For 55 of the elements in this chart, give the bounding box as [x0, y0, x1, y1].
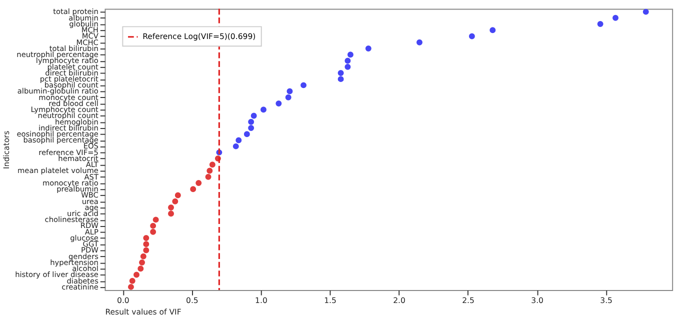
- point: [209, 162, 216, 168]
- point: [190, 186, 196, 192]
- point: [612, 14, 618, 21]
- x-tick-label: 1.0: [255, 296, 268, 306]
- point: [174, 192, 181, 198]
- point: [196, 180, 202, 186]
- point: [152, 216, 159, 223]
- point: [139, 260, 145, 266]
- point: [642, 8, 649, 15]
- point: [168, 204, 174, 210]
- point: [248, 124, 254, 131]
- y-axis-title: Indicators: [2, 130, 12, 170]
- point: [344, 64, 351, 70]
- point: [128, 284, 134, 290]
- point: [134, 272, 140, 278]
- point: [365, 46, 372, 52]
- point: [244, 131, 250, 138]
- point: [129, 278, 136, 284]
- point: [347, 52, 354, 58]
- x-axis-title: Result values of VIF: [105, 308, 182, 317]
- point: [300, 82, 307, 88]
- x-tick-label: 3.0: [531, 296, 544, 306]
- x-tick-label: 2.5: [462, 296, 475, 306]
- point: [140, 253, 146, 260]
- point: [150, 222, 156, 229]
- point: [338, 70, 344, 76]
- point: [276, 100, 282, 107]
- x-tick-label: 3.5: [600, 296, 613, 306]
- point: [260, 106, 266, 113]
- point: [490, 27, 496, 34]
- point: [205, 174, 212, 180]
- ref-line-label: Reference Log(VIF=5)(0.699): [142, 32, 256, 41]
- point: [232, 143, 239, 150]
- point: [138, 266, 144, 272]
- point: [248, 118, 254, 125]
- point: [206, 168, 213, 174]
- point: [416, 39, 422, 46]
- point: [338, 76, 344, 82]
- point: [250, 112, 257, 119]
- point: [143, 247, 150, 254]
- point: [236, 137, 242, 144]
- point: [168, 210, 174, 217]
- x-tick-label: 1.5: [324, 296, 336, 306]
- x-tick-label: 0.0: [117, 296, 130, 306]
- x-tick-label: 2.0: [393, 296, 406, 306]
- point: [285, 94, 292, 100]
- point: [150, 228, 156, 235]
- point: [344, 58, 351, 64]
- x-tick-label: 0.5: [186, 296, 198, 306]
- point: [143, 235, 150, 242]
- point: [597, 21, 604, 28]
- point: [172, 198, 178, 204]
- point: [468, 33, 475, 40]
- point: [286, 88, 293, 94]
- point: [143, 241, 150, 248]
